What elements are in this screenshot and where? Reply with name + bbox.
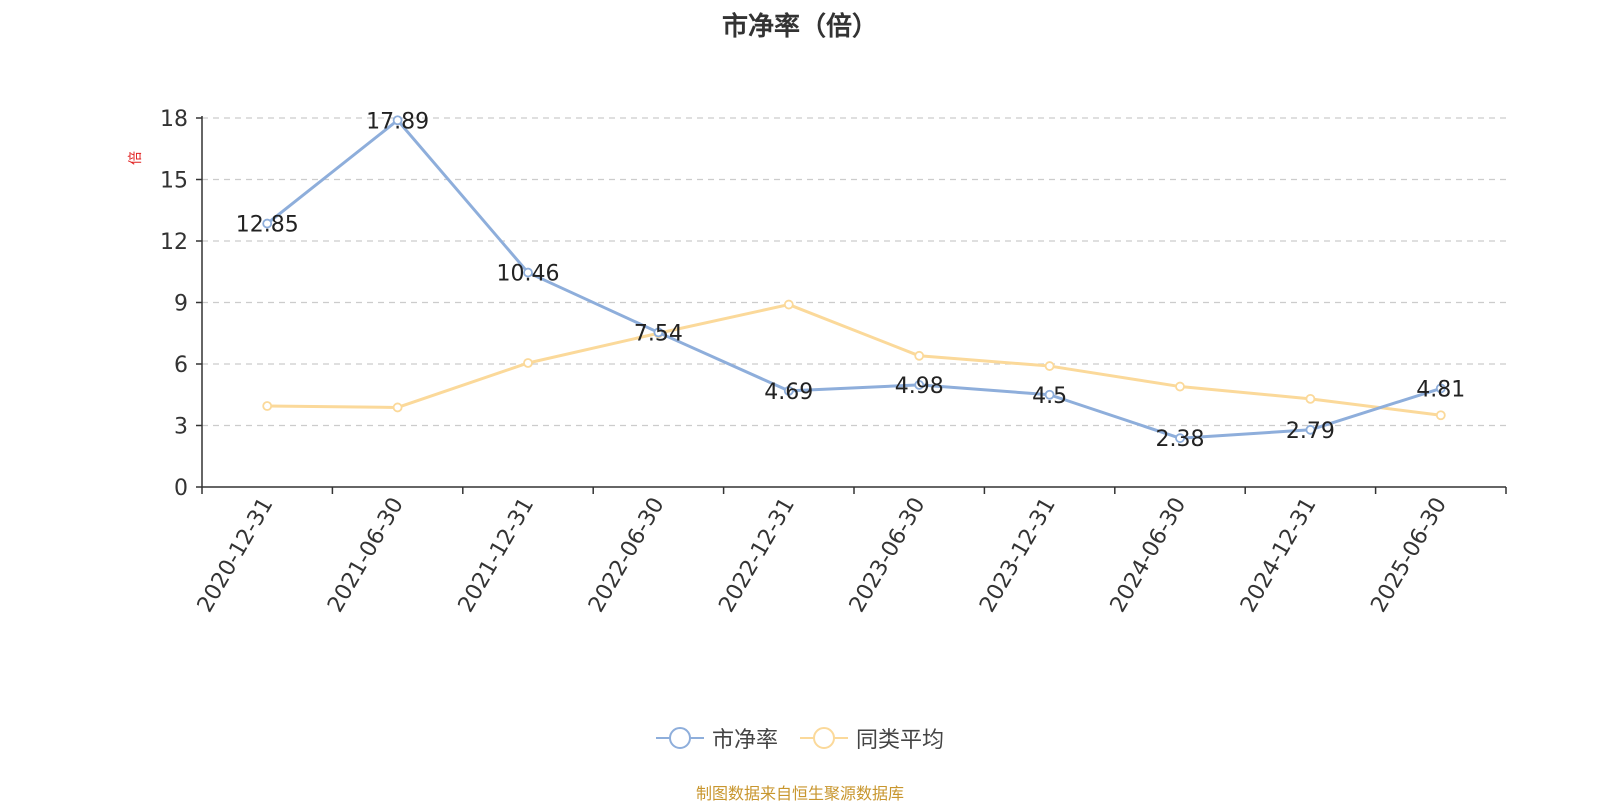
data-point <box>392 402 403 413</box>
x-tick-label: 2022-12-31 <box>714 494 800 617</box>
legend-symbol-icon <box>655 727 704 749</box>
data-point <box>783 385 794 396</box>
x-tick-label: 2025-06-30 <box>1366 494 1452 617</box>
data-point <box>392 115 403 126</box>
y-tick-label: 12 <box>160 230 188 255</box>
data-label: 2.79 <box>1286 419 1335 444</box>
y-tick-label: 3 <box>174 415 188 440</box>
data-point <box>1175 381 1185 392</box>
legend: 市净率 同类平均 <box>0 722 1600 754</box>
data-point <box>914 380 925 390</box>
y-tick-label: 9 <box>174 292 188 317</box>
grid-lines <box>202 117 1506 427</box>
x-tick-label: 2020-12-31 <box>193 494 279 617</box>
data-point <box>1435 383 1446 394</box>
data-point <box>653 327 664 338</box>
x-tick-label: 2021-06-30 <box>323 494 409 617</box>
y-tick-label: 6 <box>174 353 188 378</box>
legend-item[interactable]: 同类平均 <box>800 722 944 754</box>
data-point <box>914 350 925 361</box>
x-tick-label: 2024-12-31 <box>1236 494 1322 617</box>
legend-label: 市净率 <box>711 728 778 753</box>
chart-title: 市净率（倍） <box>721 12 878 42</box>
series-line-市净率 <box>266 118 1442 440</box>
data-point <box>1435 410 1446 421</box>
y-axis-label: 倍 <box>128 151 144 165</box>
data-point <box>783 299 794 310</box>
axes: 0 3 6 9 12 15 18 倍 2020-12-31 2021-06-30 2021-12-3… <box>128 107 1507 617</box>
data-point <box>262 401 273 411</box>
data-point <box>1305 393 1316 404</box>
legend-item[interactable]: 市净率 <box>655 722 778 754</box>
legend-symbol-icon <box>800 727 848 749</box>
data-point <box>1175 433 1185 444</box>
x-tick-label: 2023-12-31 <box>975 494 1061 617</box>
data-label: 10.46 <box>497 262 560 287</box>
data-point <box>523 267 533 278</box>
x-tick-label: 2024-06-30 <box>1106 494 1192 617</box>
x-tick-label: 2021-12-31 <box>454 494 540 617</box>
x-tick-label: 2023-06-30 <box>845 494 931 617</box>
data-labels: 12.85 17.89 10.46 7.54 4.69 4.98 4.5 2.38 2.79 4.… <box>236 109 1466 452</box>
series-lines <box>262 115 1446 444</box>
x-tick-label: 2022-06-30 <box>584 494 670 617</box>
data-label: 4.98 <box>895 374 944 399</box>
source-note: 制图数据来自恒生聚源数据库 <box>695 784 904 803</box>
data-label: 4.69 <box>764 380 813 405</box>
data-label: 7.54 <box>634 321 683 346</box>
y-tick-label: 18 <box>160 107 188 132</box>
data-point <box>262 218 273 229</box>
data-label: 17.89 <box>366 109 429 134</box>
y-tick-label: 0 <box>174 476 188 501</box>
data-label: 12.85 <box>236 213 299 238</box>
data-label: 4.5 <box>1032 384 1067 409</box>
data-label: 4.81 <box>1416 377 1465 402</box>
data-label: 2.38 <box>1156 427 1205 452</box>
legend-label: 同类平均 <box>856 728 945 753</box>
data-point <box>1044 361 1055 371</box>
series-line-同类平均 <box>267 303 1441 417</box>
data-point <box>523 358 533 368</box>
data-point <box>1305 424 1316 435</box>
data-point <box>1044 389 1055 400</box>
y-tick-label: 15 <box>160 169 188 194</box>
